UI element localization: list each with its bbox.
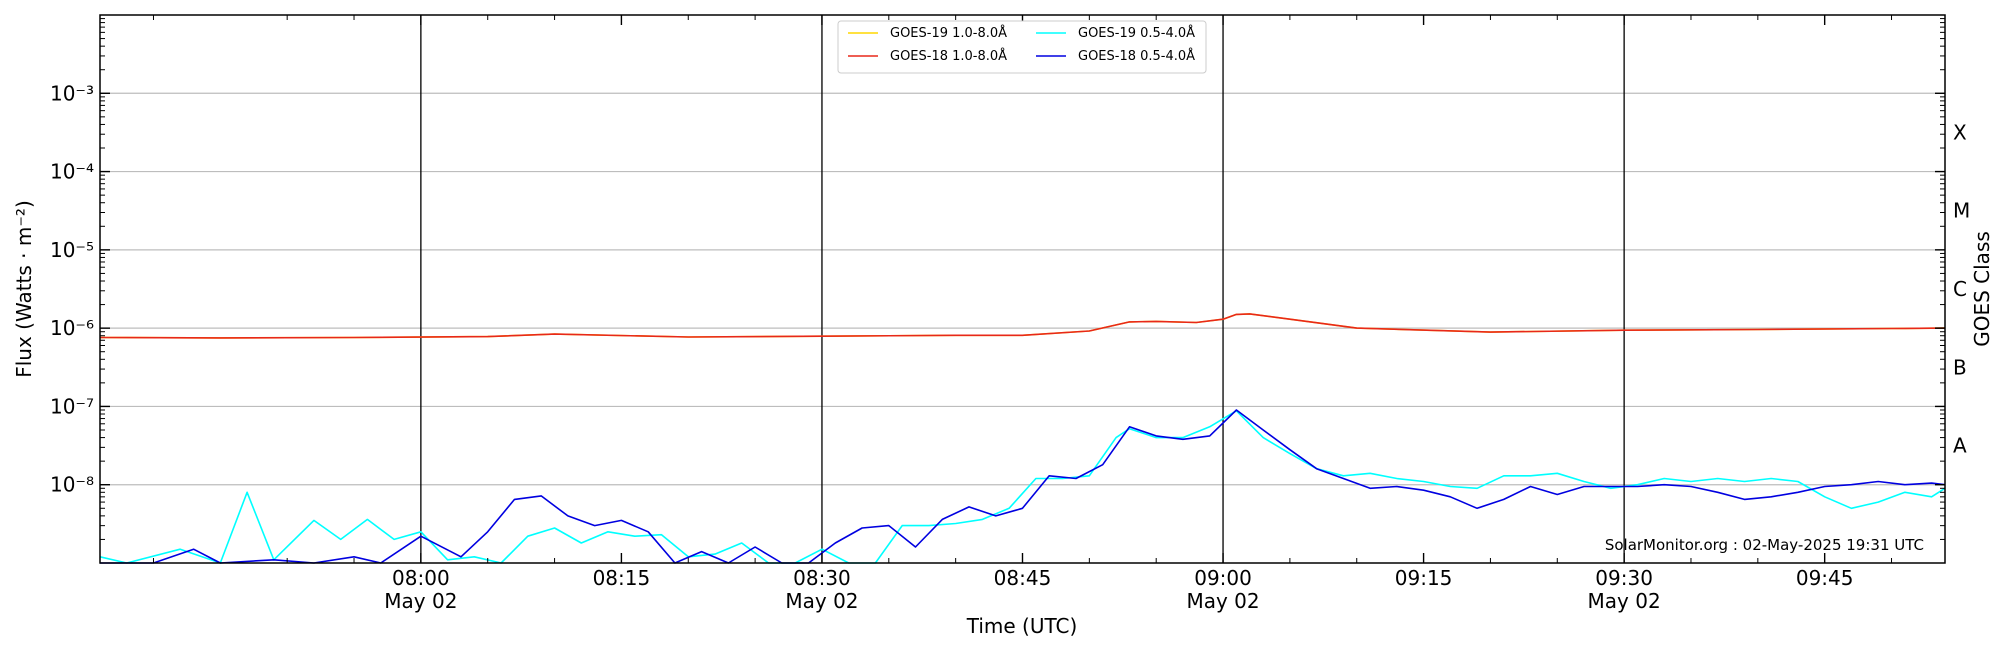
- x-tick-date-label: May 02: [1588, 589, 1661, 613]
- goes-class-label: C: [1953, 277, 1967, 301]
- goes-class-label: M: [1953, 199, 1970, 223]
- x-tick-date-label: May 02: [785, 589, 858, 613]
- series-layer: [99, 313, 1946, 564]
- series-line-2: [99, 409, 1946, 564]
- legend-box: [837, 20, 1207, 74]
- legend-label: GOES-19 1.0-8.0Å: [890, 25, 1007, 41]
- legend-label: GOES-18 1.0-8.0Å: [890, 48, 1007, 64]
- x-tick-label: 08:15: [593, 566, 651, 590]
- right-axis-title: GOES Class: [1970, 231, 1994, 347]
- y-tick-label: 10⁻⁷: [50, 394, 94, 418]
- series-line-3: [100, 409, 1946, 564]
- x-tick-label: 09:15: [1395, 566, 1453, 590]
- goes-class-layer: A B C M X: [1953, 120, 1970, 457]
- y-axis-title: Flux (Watts · m⁻²): [12, 200, 36, 378]
- legend-label: GOES-19 0.5-4.0Å: [1078, 25, 1195, 41]
- x-tick-date-label: May 02: [1186, 589, 1259, 613]
- goes-class-label: B: [1953, 355, 1967, 379]
- x-tick-label: 09:45: [1796, 566, 1854, 590]
- x-tick-label: 08:30: [793, 566, 851, 590]
- day-lines-layer: [420, 15, 1625, 563]
- y-tick-label: 10⁻⁶: [50, 316, 94, 340]
- plot-background: [100, 15, 1945, 563]
- y-tick-label: 10⁻³: [50, 81, 94, 105]
- y-tick-label: 10⁻⁸: [50, 473, 94, 497]
- goes-class-label: A: [1953, 434, 1967, 458]
- x-tick-label: 09:30: [1595, 566, 1653, 590]
- series-line-1: [99, 313, 1946, 339]
- legend-label: GOES-18 0.5-4.0Å: [1078, 48, 1195, 64]
- x-tick-label: 08:00: [392, 566, 450, 590]
- x-tick-label: 09:00: [1194, 566, 1252, 590]
- legend: GOES-19 1.0-8.0Å GOES-18 1.0-8.0Å GOES-19 …: [837, 20, 1207, 74]
- x-axis-title: Time (UTC): [966, 614, 1078, 638]
- goes-class-label: X: [1953, 120, 1967, 144]
- y-tick-label: 10⁻⁴: [50, 160, 94, 184]
- x-tick-date-label: May 02: [384, 589, 457, 613]
- x-tick-label: 08:45: [994, 566, 1052, 590]
- y-tick-label: 10⁻⁵: [50, 238, 94, 262]
- watermark: SolarMonitor.org : 02-May-2025 19:31 UTC: [1605, 536, 1924, 554]
